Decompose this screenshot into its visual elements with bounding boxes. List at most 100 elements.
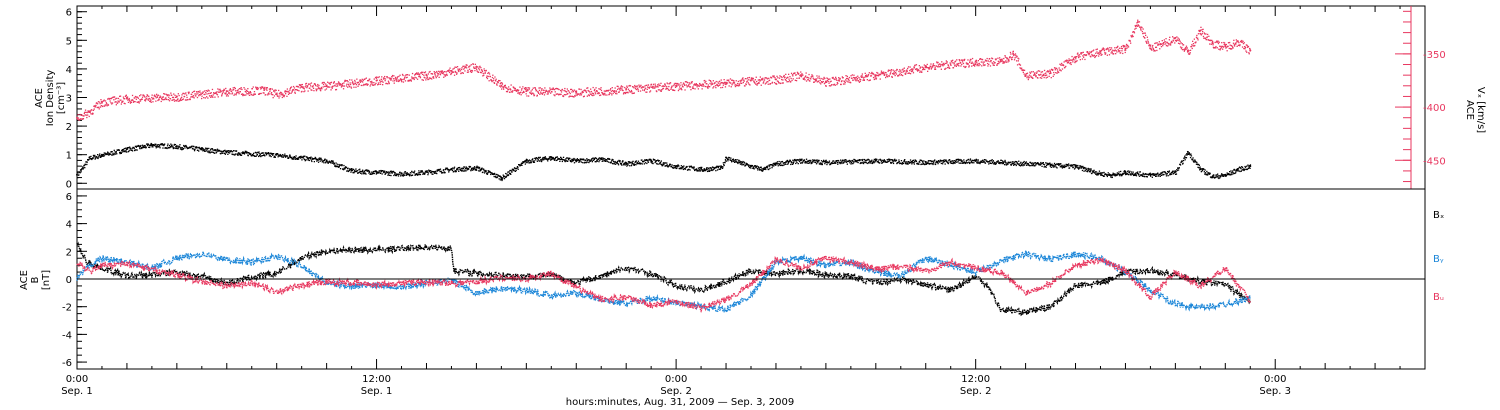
data-point [958,159,960,162]
data-point [805,75,807,77]
data-point [90,155,92,158]
data-point [299,156,301,158]
data-point [635,160,638,162]
data-point [711,168,713,170]
data-point [465,65,467,68]
data-point [1060,165,1062,167]
data-point [1173,172,1175,174]
data-point [962,162,965,164]
data-point [79,172,81,174]
data-point [382,84,384,86]
data-point [509,172,511,175]
data-point [956,161,958,163]
data-point [179,98,182,101]
data-point [870,75,872,77]
data-point [1122,172,1124,174]
data-point [769,83,771,85]
data-point [748,165,750,168]
data-point [365,77,367,79]
data-point [775,164,777,166]
data-point [426,77,428,79]
data-point [1015,164,1017,167]
data-point [133,100,135,103]
data-point [315,158,318,161]
data-point [701,83,704,85]
data-point [892,69,894,71]
data-point [146,94,149,97]
data-point [764,167,766,169]
data-point [565,94,567,96]
data-point [537,91,539,94]
data-point [526,89,528,91]
data-point [1152,174,1154,176]
data-point [583,89,585,92]
data-point [202,148,204,150]
data-point [957,158,960,160]
data-point [814,79,816,81]
data-point [1032,163,1034,165]
data-point [794,79,796,81]
data-point [1161,171,1163,174]
data-point [310,156,312,158]
data-point [875,75,877,77]
data-point [877,161,880,164]
data-point [507,171,509,173]
data-point [285,90,288,92]
data-point [304,155,306,157]
data-point [491,80,493,83]
data-point [708,86,710,88]
data-point [480,72,482,74]
data-point [409,174,411,176]
data-point [453,168,455,170]
data-point [637,90,640,92]
data-point [730,86,732,88]
data-point [865,160,867,162]
data-point [1209,173,1211,175]
data-point [542,89,544,91]
data-point [662,164,664,167]
data-point [658,83,660,85]
data-point [709,86,711,88]
data-point [1233,168,1235,171]
data-point [96,156,98,158]
data-point [322,86,324,88]
data-point [398,75,400,78]
data-point [749,84,751,86]
data-point [731,79,733,81]
data-point [252,154,254,156]
data-point [121,149,124,151]
data-point [598,157,600,159]
data-point [260,88,262,90]
data-point [486,173,489,175]
data-point [124,147,127,149]
data-point [296,85,298,88]
data-point [621,89,623,91]
data-point [900,160,903,162]
data-point [631,161,633,163]
data-point [166,147,168,150]
y-tick-label: 1 [66,151,72,162]
data-point [236,153,239,156]
data-point [957,161,959,163]
data-point [722,162,724,164]
data-point [1168,170,1170,172]
data-point [836,161,838,164]
data-point [232,89,234,91]
data-point [159,147,161,149]
data-point [440,72,442,74]
data-point [242,151,244,153]
data-point [180,147,182,149]
data-point [176,147,178,149]
data-point [286,88,288,90]
data-point [496,83,498,85]
data-point [794,158,796,161]
data-point [431,171,433,173]
data-point [253,152,255,154]
data-point [891,75,893,78]
data-point [586,87,588,89]
data-point [97,103,99,105]
data-point [590,93,592,95]
data-point [596,160,598,162]
data-point [908,72,910,74]
data-point [431,73,434,75]
